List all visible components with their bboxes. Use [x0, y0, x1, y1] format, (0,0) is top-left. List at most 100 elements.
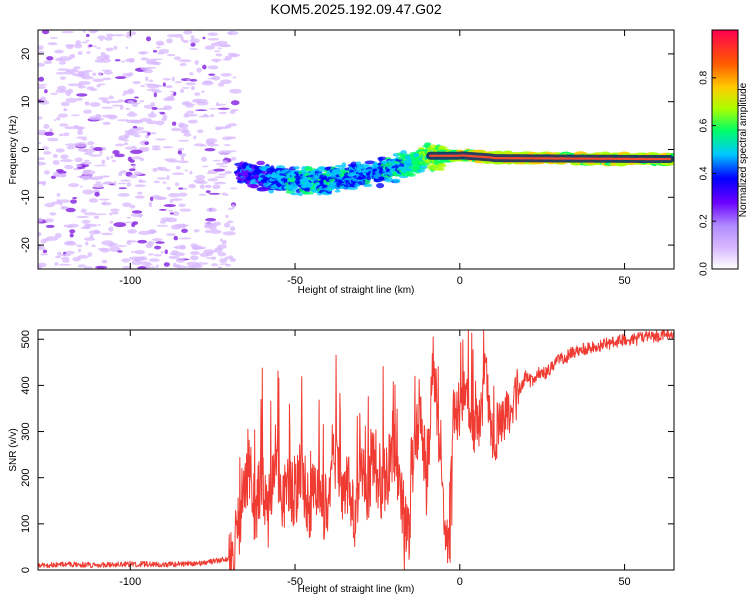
- spectrogram-noise-blob: [146, 66, 157, 69]
- spectrogram-noise-blob: [187, 119, 199, 124]
- spectrogram-noise-blob: [87, 141, 95, 146]
- spectrogram-noise-blob: [181, 87, 190, 89]
- spectrogram-noise-blob: [106, 33, 115, 38]
- spectrogram-noise-blob: [193, 135, 197, 140]
- spectrogram-noise-blob: [125, 46, 129, 49]
- spectrogram-noise-blob: [61, 256, 70, 261]
- spectrogram-noise-blob: [186, 261, 200, 266]
- spectrogram-noise-blob: [38, 157, 46, 161]
- spectrogram-noise-blob: [42, 249, 48, 254]
- spectrogram-noise-blob: [114, 143, 125, 147]
- spectrogram-noise-blob: [148, 201, 153, 208]
- spectrogram-noise-blob: [174, 264, 181, 268]
- spectrogram-signal-blob: [341, 162, 347, 168]
- spectrogram-noise-blob: [76, 166, 86, 169]
- spectrogram-noise-blob: [204, 224, 215, 227]
- spectrogram-noise-blob: [202, 64, 207, 70]
- spectrogram-noise-blob: [104, 181, 113, 185]
- spectrogram-noise-blob: [38, 85, 46, 89]
- spectrogram-noise-blob: [131, 259, 142, 266]
- spectrogram-noise-blob: [133, 171, 143, 176]
- spectrogram-noise-blob: [201, 90, 205, 93]
- spectrogram-noise-blob: [111, 211, 119, 215]
- spectrogram-noise-blob: [229, 257, 237, 263]
- spectrogram-noise-blob: [56, 168, 64, 173]
- spectrogram-noise-blob: [84, 69, 94, 73]
- spectrogram-noise-blob: [93, 164, 107, 167]
- spectrogram-noise-blob: [151, 147, 162, 151]
- spectrogram-noise-blob: [173, 246, 178, 249]
- spectrogram-noise-blob: [78, 82, 83, 88]
- spectrogram-noise-blob: [107, 243, 115, 248]
- spectrogram-noise-blob: [119, 105, 124, 110]
- spectrogram-noise-blob: [43, 170, 50, 175]
- spectrogram-noise-blob: [208, 226, 217, 231]
- spectrogram-noise-blob: [143, 68, 153, 74]
- spectrogram-noise-blob: [180, 88, 185, 94]
- spectrogram-noise-blob: [177, 150, 182, 155]
- spectrogram-noise-blob: [57, 68, 70, 71]
- snr-frame: [37, 329, 675, 571]
- spectrogram-noise-blob: [211, 256, 217, 260]
- spectrogram-noise-blob: [43, 123, 50, 129]
- spectrogram-noise-blob: [207, 32, 219, 37]
- spectrogram-noise-blob: [162, 78, 171, 81]
- spectrogram-noise-blob: [58, 61, 67, 65]
- spectrogram-noise-blob: [100, 248, 110, 253]
- spectrogram-noise-blob: [96, 47, 101, 50]
- spectrogram-noise-blob: [126, 182, 132, 187]
- spectrogram-noise-blob: [52, 153, 58, 159]
- spectrogram-noise-blob: [52, 159, 60, 166]
- spectrogram-noise-blob: [49, 212, 57, 216]
- spectrogram-noise-blob: [118, 187, 127, 190]
- spectrogram-noise-blob: [179, 63, 187, 67]
- spectrogram-noise-blob: [49, 128, 53, 133]
- colorbar-tick-label: 0.0: [699, 262, 710, 276]
- spectrogram-noise-blob: [208, 107, 218, 110]
- snr-y-tick-label: 200: [20, 469, 32, 487]
- spectrogram-noise-blob: [146, 36, 152, 42]
- spectrogram-noise-blob: [101, 106, 114, 109]
- spectrogram-noise-blob: [76, 244, 83, 248]
- spectrogram-noise-blob: [194, 92, 201, 96]
- spectrogram-noise-blob: [175, 258, 186, 263]
- spectrogram-noise-blob: [40, 253, 48, 256]
- spectrogram-noise-blob: [222, 231, 236, 236]
- spectrogram-signal-blob: [334, 164, 344, 168]
- spectrogram-noise-blob: [68, 183, 80, 188]
- spectrogram-noise-blob: [158, 208, 167, 211]
- spectrogram-noise-blob: [177, 139, 190, 142]
- spectrogram-signal-blob: [249, 183, 259, 189]
- spectrogram-noise-blob: [207, 178, 219, 182]
- spectrogram-noise-blob: [114, 153, 125, 158]
- spectrogram-noise-blob: [97, 35, 106, 40]
- spectrogram-noise-blob: [128, 57, 135, 63]
- spectrogram-noise-blob: [172, 172, 185, 176]
- spectrogram-noise-blob: [60, 159, 73, 163]
- spectrogram-noise-blob: [215, 127, 223, 130]
- spectrogram-noise-blob: [132, 221, 139, 225]
- spectrogram-noise-blob: [80, 226, 92, 230]
- spectrogram-noise-blob: [229, 187, 238, 190]
- spectrogram-noise-blob: [49, 36, 58, 39]
- spectrogram-noise-blob: [212, 221, 222, 226]
- spectrogram-noise-blob: [178, 187, 183, 190]
- spectrogram-noise-blob: [210, 114, 214, 118]
- spectrogram-noise-blob: [228, 123, 237, 127]
- spectrogram-noise-blob: [162, 181, 167, 184]
- spectrogram-noise-blob: [171, 76, 175, 82]
- spectrogram-noise-blob: [89, 177, 99, 180]
- spectrogram-noise-blob: [213, 168, 226, 172]
- spectrogram-noise-blob: [220, 73, 232, 77]
- spectrogram-noise-blob: [130, 119, 144, 124]
- spectrogram-noise-blob: [175, 182, 180, 187]
- spectrogram-noise-blob: [139, 51, 147, 55]
- spectrogram-y-tick-label: 10: [20, 96, 32, 108]
- spectrogram-noise-blob: [83, 266, 93, 269]
- spectrogram-noise-blob: [189, 38, 200, 44]
- spectrogram-noise-blob: [134, 96, 139, 99]
- spectrogram-noise-blob: [100, 58, 111, 63]
